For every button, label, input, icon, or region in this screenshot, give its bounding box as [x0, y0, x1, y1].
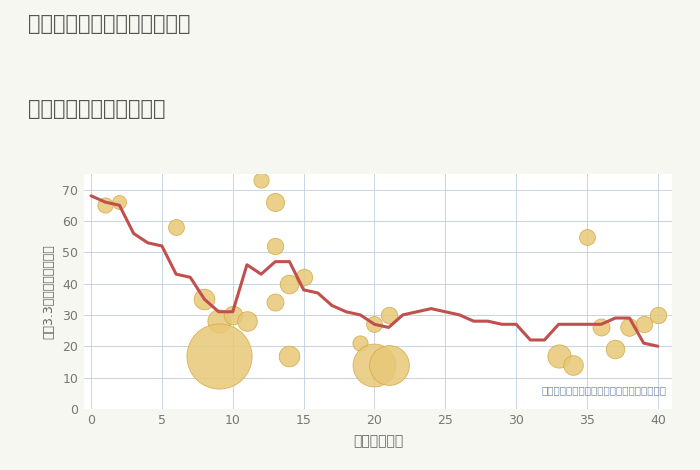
Point — [369, 321, 380, 328]
Point — [383, 311, 394, 319]
Y-axis label: 坪（3.3㎡）単価（万円）: 坪（3.3㎡）単価（万円） — [43, 244, 55, 339]
Point — [199, 296, 210, 303]
X-axis label: 築年数（年）: 築年数（年） — [353, 434, 403, 448]
Text: 千葉県夷隅郡大多喜町原内の: 千葉県夷隅郡大多喜町原内の — [28, 14, 190, 34]
Point — [624, 324, 635, 331]
Point — [638, 321, 650, 328]
Point — [582, 233, 593, 240]
Point — [355, 339, 366, 347]
Point — [228, 311, 239, 319]
Point — [610, 345, 621, 353]
Point — [213, 317, 224, 325]
Point — [241, 317, 253, 325]
Point — [171, 223, 182, 231]
Point — [369, 361, 380, 369]
Point — [284, 352, 295, 360]
Point — [298, 274, 309, 281]
Point — [270, 198, 281, 206]
Point — [213, 352, 224, 360]
Text: 築年数別中古戸建て価格: 築年数別中古戸建て価格 — [28, 99, 165, 119]
Point — [553, 352, 564, 360]
Text: 円の大きさは、取引のあった物件面積を示す: 円の大きさは、取引のあった物件面積を示す — [541, 385, 666, 395]
Point — [270, 242, 281, 250]
Point — [652, 311, 664, 319]
Point — [256, 176, 267, 184]
Point — [596, 324, 607, 331]
Point — [99, 202, 111, 209]
Point — [284, 280, 295, 287]
Point — [270, 298, 281, 306]
Point — [114, 198, 125, 206]
Point — [383, 361, 394, 369]
Point — [567, 361, 578, 369]
